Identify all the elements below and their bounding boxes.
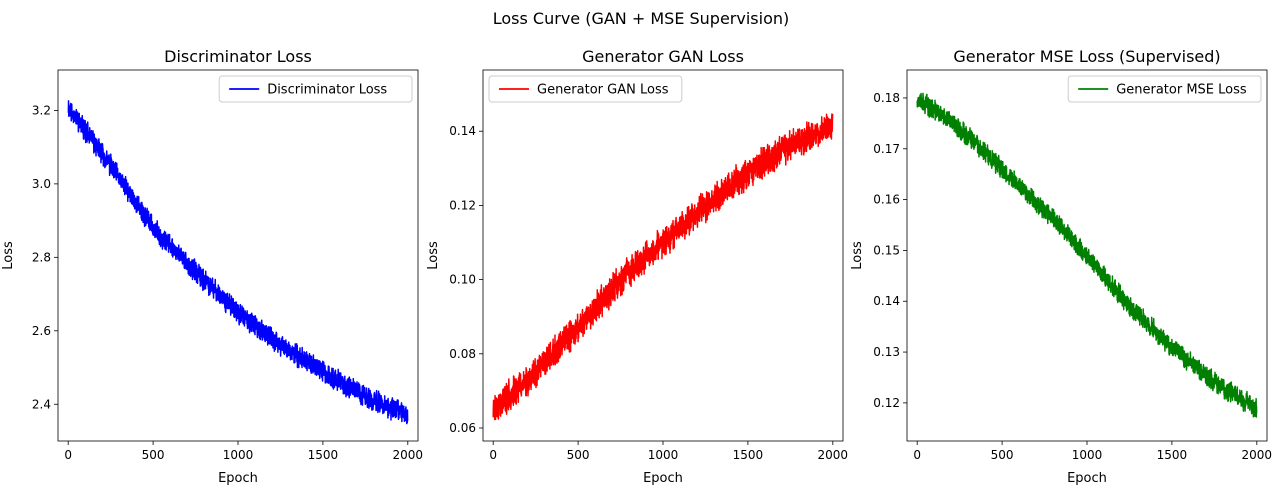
y-axis-label: Loss xyxy=(1,241,16,270)
series-line-2-1 xyxy=(492,113,834,421)
legend-box xyxy=(488,75,683,103)
y-tick-label: 0.10 xyxy=(449,273,476,287)
y-tick-label: 0.13 xyxy=(873,345,900,359)
chart-panel-1: 0 500 1000 1500 2000 2.4 2.6 2.8 3.0 3.2 Discrimin… xyxy=(1,47,423,486)
chart-title: Generator MSE Loss (Supervised) xyxy=(953,47,1220,66)
legend-label: Generator MSE Loss xyxy=(1116,83,1247,98)
y-tick-label: 0.12 xyxy=(873,396,900,410)
y-tick-label: 0.12 xyxy=(449,198,476,212)
y-tick-label: 0.16 xyxy=(873,193,900,207)
y-tick-label: 0.06 xyxy=(449,421,476,435)
x-tick-label: 1500 xyxy=(308,448,339,462)
y-tick-label: 0.08 xyxy=(449,347,476,361)
x-tick-label: 0 xyxy=(913,448,921,462)
chart-panel-3: 0 500 1000 1500 2000 0.12 0.13 0.14 0.15 0.16 0.17… xyxy=(850,47,1272,486)
x-axis-label: Epoch xyxy=(1067,471,1107,486)
y-tick-label: 0.14 xyxy=(449,124,476,138)
series-line-1-1 xyxy=(67,100,409,425)
x-tick-label: 500 xyxy=(991,448,1014,462)
x-tick-label: 500 xyxy=(567,448,590,462)
series-line-3-1 xyxy=(916,92,1258,418)
x-tick-label: 500 xyxy=(142,448,165,462)
legend-label: Discriminator Loss xyxy=(267,83,387,98)
x-tick-label: 2000 xyxy=(1242,448,1273,462)
x-tick-label: 1500 xyxy=(1157,448,1188,462)
y-axis-label: Loss xyxy=(850,241,865,270)
chart-title: Discriminator Loss xyxy=(164,47,312,66)
y-tick-label: 3.0 xyxy=(32,177,51,191)
x-tick-label: 0 xyxy=(489,448,497,462)
chart-panel-2: 0 500 1000 1500 2000 0.06 0.08 0.10 0.12 0.14 Gene… xyxy=(426,47,848,486)
legend-box xyxy=(218,75,413,103)
x-tick-label: 0 xyxy=(64,448,72,462)
legend-box xyxy=(1067,75,1262,103)
figure-suptitle: Loss Curve (GAN + MSE Supervision) xyxy=(493,9,790,28)
x-tick-label: 1000 xyxy=(648,448,679,462)
y-tick-label: 0.17 xyxy=(873,142,900,156)
x-axis-label: Epoch xyxy=(643,471,683,486)
y-axis-label: Loss xyxy=(426,241,441,270)
y-tick-label: 0.18 xyxy=(873,91,900,105)
x-tick-label: 1000 xyxy=(1072,448,1103,462)
x-tick-label: 1000 xyxy=(223,448,254,462)
y-tick-label: 2.8 xyxy=(32,250,51,264)
legend: Generator MSE Loss xyxy=(1067,75,1262,103)
legend: Generator GAN Loss xyxy=(488,75,683,103)
y-tick-label: 2.4 xyxy=(32,397,51,411)
y-tick-label: 3.2 xyxy=(32,103,51,117)
x-tick-label: 2000 xyxy=(393,448,424,462)
legend: Discriminator Loss xyxy=(218,75,413,103)
x-axis-label: Epoch xyxy=(218,471,258,486)
x-tick-label: 2000 xyxy=(818,448,849,462)
legend-label: Generator GAN Loss xyxy=(537,83,669,98)
y-tick-label: 2.6 xyxy=(32,324,51,338)
chart-title: Generator GAN Loss xyxy=(582,47,744,66)
y-tick-label: 0.14 xyxy=(873,294,900,308)
x-tick-label: 1500 xyxy=(733,448,764,462)
y-tick-label: 0.15 xyxy=(873,243,900,257)
